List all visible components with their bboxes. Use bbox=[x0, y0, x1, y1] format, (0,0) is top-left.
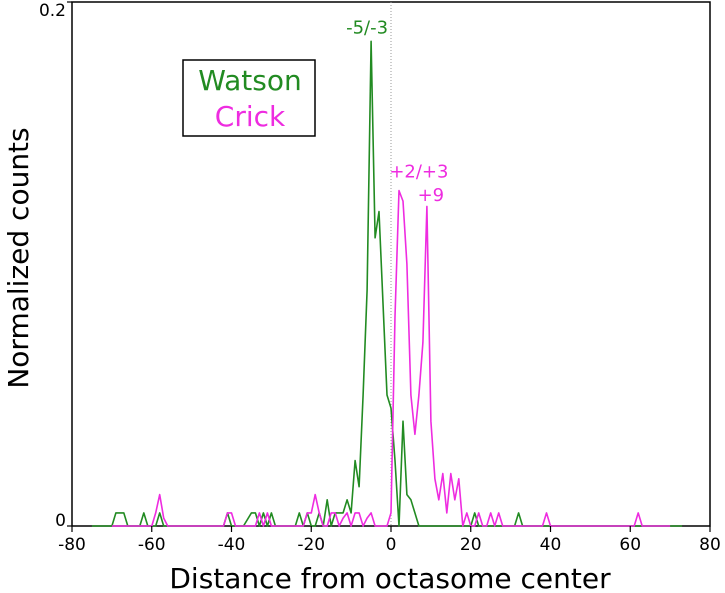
series-line-crick bbox=[111, 189, 671, 527]
legend-box bbox=[182, 59, 316, 137]
series-line-watson bbox=[91, 40, 683, 527]
x-tick-label: -40 bbox=[218, 535, 246, 555]
x-tick-label: 0 bbox=[386, 535, 397, 555]
series-lines bbox=[91, 40, 683, 527]
x-tick-label: -20 bbox=[297, 535, 325, 555]
annotations: -5/-3 +2/+3+9 bbox=[346, 17, 448, 206]
legend-label-crick: Crick bbox=[215, 100, 286, 133]
peak-annotation: +9 bbox=[418, 185, 445, 206]
y-axis-title: Normalized counts bbox=[2, 127, 35, 388]
peak-annotation: -5/-3 bbox=[346, 17, 388, 38]
y-axis-ticks: 00.2 bbox=[39, 1, 72, 531]
x-axis-ticks: -80 -60 -40 -20 0 20 40 60 80 bbox=[58, 526, 721, 555]
y-tick-label: 0 bbox=[55, 511, 66, 531]
x-tick-label: -80 bbox=[58, 535, 86, 555]
x-tick-label: 60 bbox=[619, 535, 641, 555]
y-tick-label: 0.2 bbox=[39, 1, 66, 21]
x-tick-label: 20 bbox=[460, 535, 482, 555]
x-tick-label: 80 bbox=[699, 535, 721, 555]
x-axis-title: Distance from octasome center bbox=[169, 562, 611, 593]
legend-label-watson: Watson bbox=[198, 64, 302, 97]
x-tick-label: -60 bbox=[138, 535, 166, 555]
legend: Watson Crick bbox=[182, 59, 316, 137]
peak-annotation: +2/+3 bbox=[389, 162, 448, 183]
x-tick-label: 40 bbox=[540, 535, 562, 555]
